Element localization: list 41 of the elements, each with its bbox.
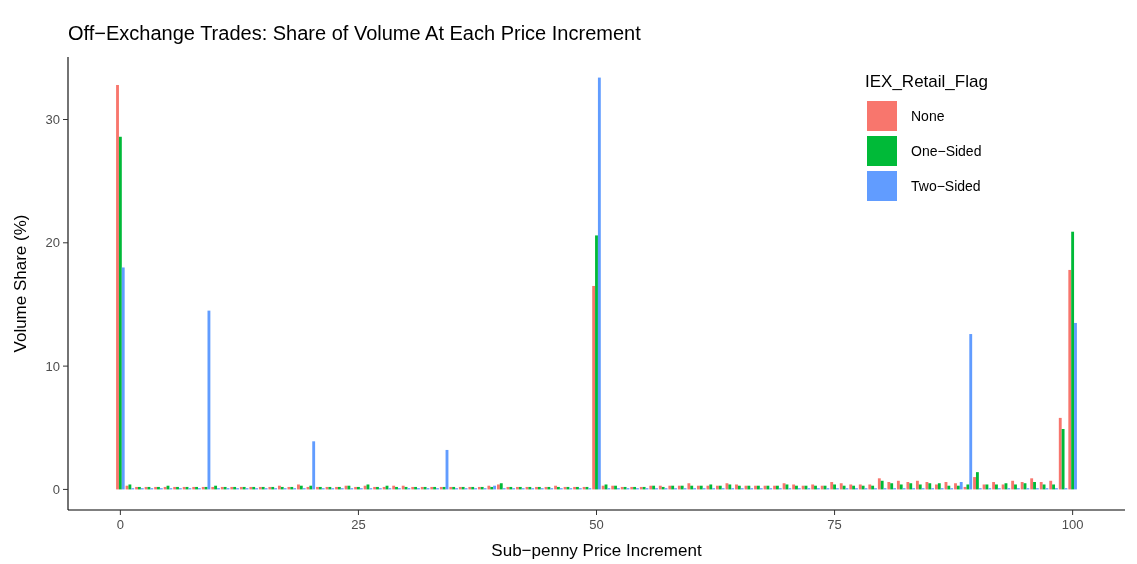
bar: [896, 480, 900, 490]
x-tick-label: 25: [351, 517, 366, 532]
bar: [1049, 480, 1053, 490]
bar: [918, 484, 922, 490]
legend-label: One−Sided: [911, 143, 982, 159]
bar: [975, 472, 979, 490]
chart-title: Off−Exchange Trades: Share of Volume At Each Price Increment: [68, 22, 642, 44]
bar: [1068, 269, 1072, 490]
x-tick-label: 50: [589, 517, 604, 532]
bar: [121, 267, 125, 490]
bar: [969, 334, 973, 490]
bar: [595, 235, 598, 490]
bar: [1033, 482, 1036, 490]
bar: [592, 285, 596, 490]
bar: [116, 84, 119, 490]
bar: [915, 480, 919, 490]
bar: [1061, 428, 1065, 490]
bar: [1052, 484, 1056, 490]
bar: [973, 477, 976, 490]
x-tick-label: 100: [1061, 517, 1084, 532]
bar: [597, 77, 601, 490]
bar: [312, 441, 316, 490]
bar: [118, 136, 122, 490]
bar: [1030, 478, 1034, 490]
y-tick-label: 30: [45, 112, 60, 128]
bar: [1014, 484, 1017, 490]
x-tick-label: 75: [827, 517, 842, 532]
y-tick-label: 20: [45, 235, 60, 251]
bar: [1071, 231, 1075, 490]
x-axis-title: Sub−penny Price Increment: [491, 541, 702, 560]
bar: [1058, 417, 1062, 490]
legend-title: IEX_Retail_Flag: [865, 72, 988, 91]
y-axis-title: Volume Share (%): [11, 214, 30, 353]
legend-label: Two−Sided: [911, 178, 981, 194]
y-tick-label: 0: [52, 481, 60, 497]
bar: [1074, 322, 1077, 490]
bar: [899, 484, 903, 490]
bar: [1011, 480, 1015, 490]
y-tick-label: 10: [45, 358, 60, 374]
x-tick-label: 0: [116, 517, 124, 532]
legend-label: None: [911, 108, 945, 124]
